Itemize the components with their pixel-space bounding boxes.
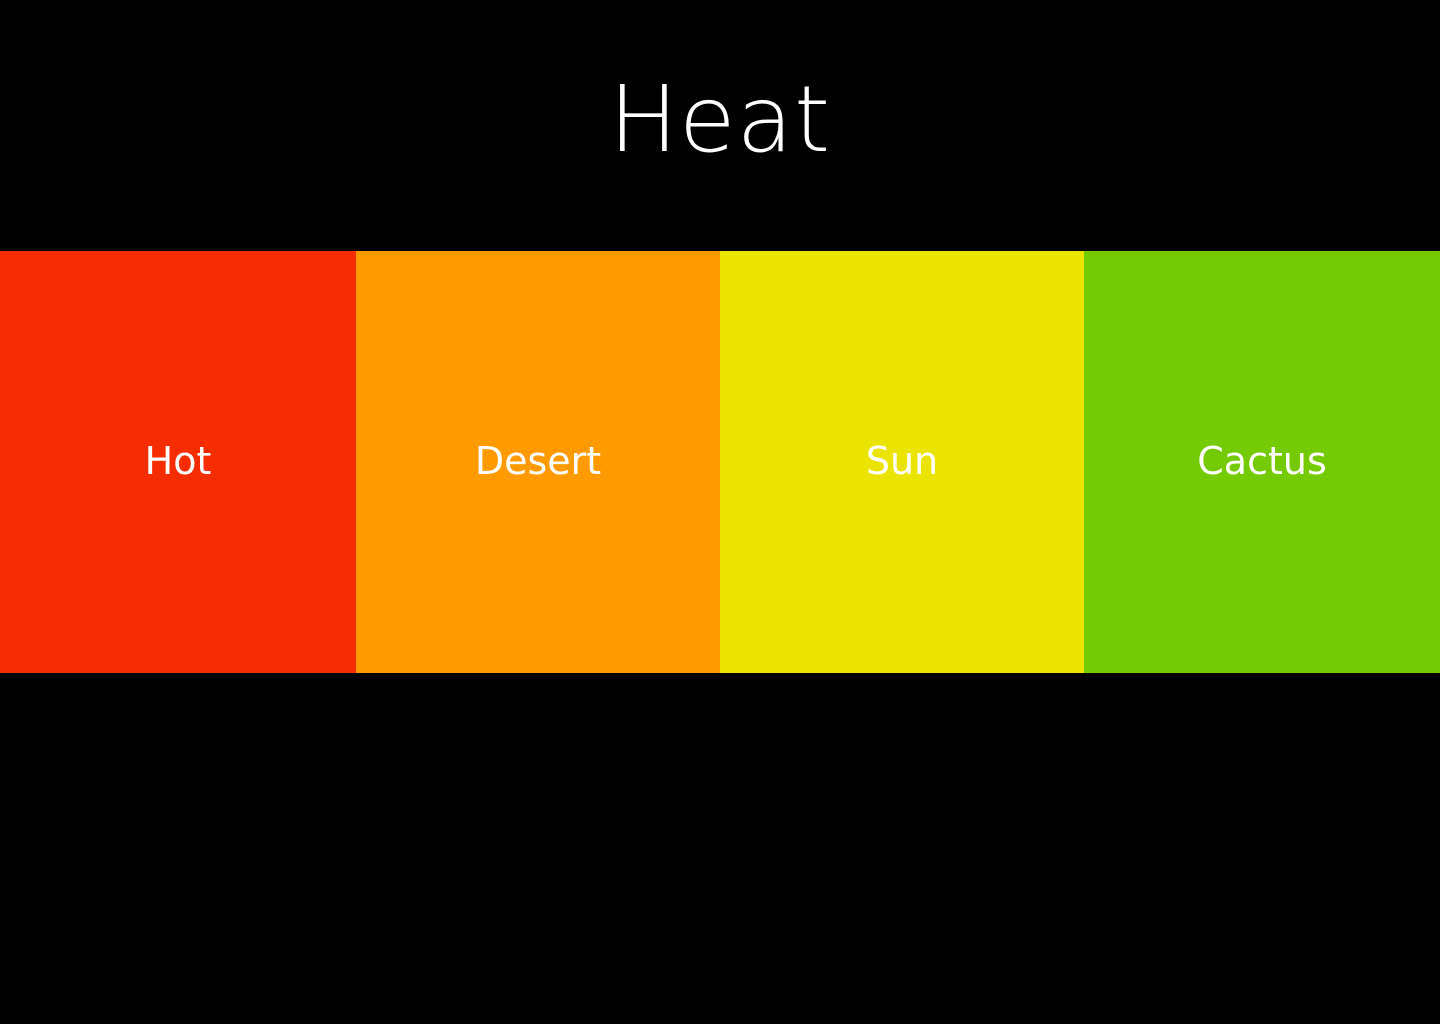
- swatch-sun[interactable]: Sun: [720, 251, 1084, 673]
- swatch-desert[interactable]: Desert: [356, 251, 720, 673]
- swatch-cactus[interactable]: Cactus: [1084, 251, 1440, 673]
- swatch-label-sun: Sun: [865, 439, 939, 483]
- swatch-label-desert: Desert: [474, 439, 602, 483]
- swatch-label-hot: Hot: [144, 439, 212, 483]
- swatch-hot[interactable]: Hot: [0, 251, 356, 673]
- palette-title: Heat: [608, 66, 832, 173]
- swatch-label-cactus: Cactus: [1197, 439, 1327, 483]
- swatch-row: Hot Desert Sun Cactus: [0, 251, 1440, 673]
